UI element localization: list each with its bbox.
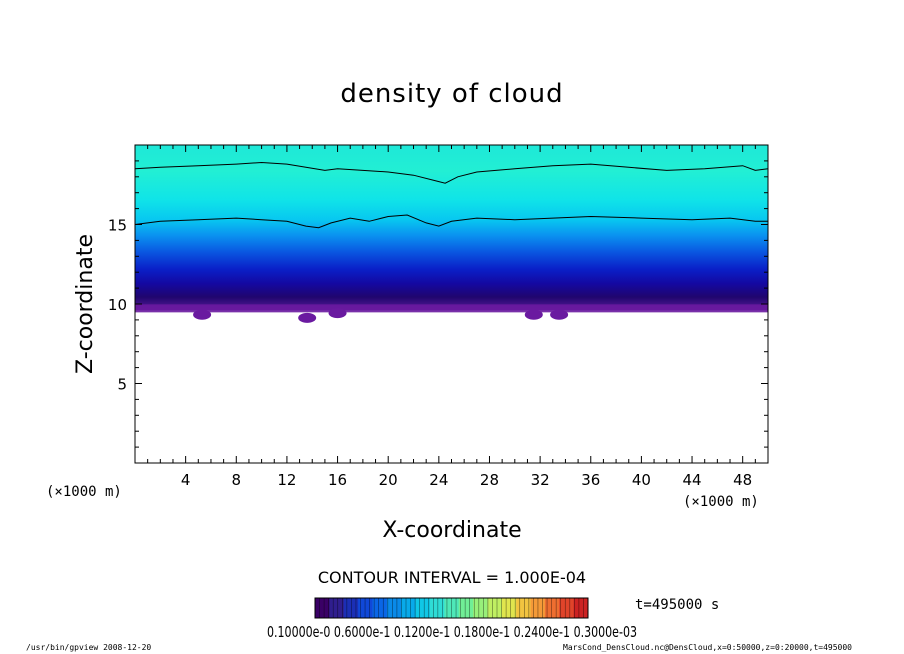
- cloud-base-dip: [524, 309, 543, 320]
- x-axis-unit: (×1000 m): [683, 494, 759, 510]
- x-tick-label: 24: [429, 471, 448, 489]
- cloud-base-dip: [550, 309, 569, 320]
- x-tick-label: 28: [480, 471, 499, 489]
- y-tick-label: 10: [108, 296, 127, 314]
- colorbar-swatch: [401, 598, 417, 618]
- colorbar-frame: [314, 597, 589, 619]
- x-tick-label: 40: [632, 471, 651, 489]
- colorbar-swatch: [501, 598, 517, 618]
- colorbar-swatch: [372, 598, 388, 618]
- x-tick-label: 32: [531, 471, 550, 489]
- colorbar-swatch: [358, 598, 373, 618]
- colorbar-swatch: [458, 598, 474, 618]
- colorbar-swatch: [429, 598, 445, 618]
- y-tick-label: 15: [108, 217, 127, 235]
- y-axis-unit: (×1000 m): [46, 484, 122, 500]
- cloud-base-band: [135, 304, 768, 313]
- contour-interval: CONTOUR INTERVAL = 1.000E-04: [318, 568, 586, 587]
- colorbar-labels: 0.10000e-0 0.6000e-1 0.1200e-1 0.1800e-1…: [267, 623, 637, 641]
- x-tick-label: 44: [682, 471, 701, 489]
- x-axis-label: X-coordinate: [382, 518, 521, 543]
- colorbar-swatch: [315, 598, 330, 618]
- cloud-base-dip: [298, 312, 317, 323]
- cloud-field: [135, 145, 768, 311]
- footer-source: MarsCond_DensCloud.nc@DensCloud,x=0:5000…: [563, 643, 852, 652]
- cloud-base-dip: [193, 309, 212, 320]
- x-tick-label: 36: [581, 471, 600, 489]
- colorbar-swatch: [487, 598, 503, 618]
- y-axis-label: Z-coordinate: [73, 234, 98, 374]
- x-tick-label: 20: [379, 471, 398, 489]
- contour-line: [134, 161, 769, 184]
- x-tick-label: 8: [232, 471, 242, 489]
- x-tick-label: 48: [733, 471, 752, 489]
- footer-program: /usr/bin/gpview 2008-12-20: [26, 643, 151, 652]
- colorbar-swatch: [415, 598, 431, 618]
- contour-line: [134, 214, 768, 229]
- chart-title: density of cloud: [340, 79, 563, 109]
- colorbar-swatch: [386, 598, 402, 618]
- colorbar-swatch: [573, 598, 589, 618]
- x-tick-label: 16: [328, 471, 347, 489]
- colorbar-swatch: [559, 598, 575, 618]
- y-tick-label: 5: [117, 376, 127, 394]
- cloud-base-dip: [328, 308, 347, 319]
- colorbar: [314, 597, 589, 619]
- time-label: t=495000 s: [635, 597, 719, 613]
- x-tick-label: 12: [277, 471, 296, 489]
- colorbar-swatch: [473, 598, 488, 618]
- x-tick-label: 4: [181, 471, 191, 489]
